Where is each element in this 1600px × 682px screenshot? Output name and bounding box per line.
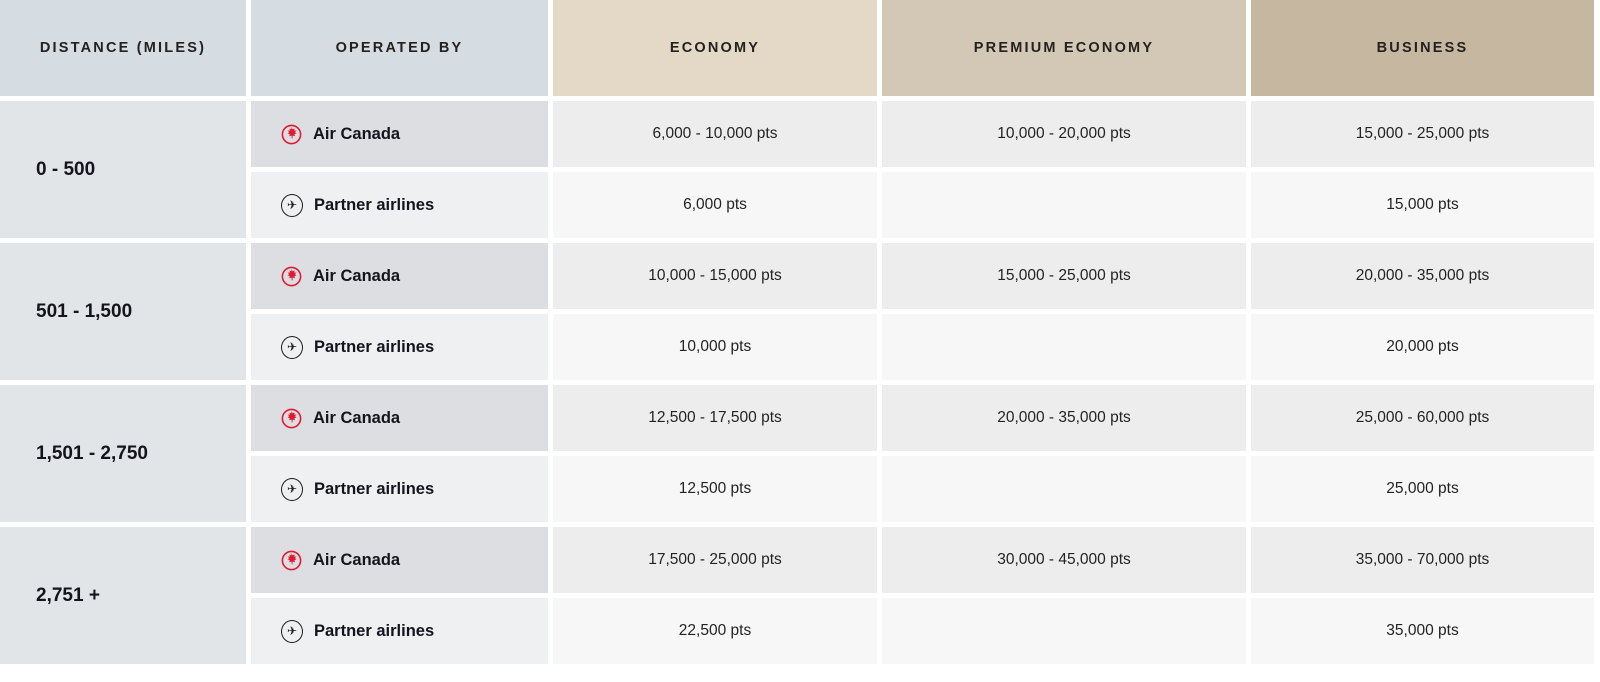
- distance-range-cell: 1,501 - 2,750: [0, 385, 246, 522]
- operator-label: Air Canada: [313, 408, 401, 427]
- operator-cell-air-canada: Air Canada: [251, 243, 548, 309]
- operator-label: Partner airlines: [314, 479, 435, 498]
- operator-cell-air-canada: Air Canada: [251, 101, 548, 167]
- partner-airplane-icon: ✈: [281, 477, 303, 501]
- flight-rewards-points-table: DISTANCE (MILES) OPERATED BY ECONOMY PRE…: [0, 0, 1594, 664]
- points-cell-premium-economy: [882, 456, 1246, 522]
- points-cell-premium-economy: 10,000 - 20,000 pts: [882, 101, 1246, 167]
- points-cell-business: 35,000 pts: [1251, 598, 1594, 664]
- points-cell-economy: 22,500 pts: [553, 598, 877, 664]
- partner-airplane-icon: ✈: [281, 335, 303, 359]
- column-header-premium-economy: PREMIUM ECONOMY: [882, 0, 1246, 96]
- column-header-distance: DISTANCE (MILES): [0, 0, 246, 96]
- air-canada-maple-leaf-icon: [281, 408, 302, 429]
- partner-airplane-icon: ✈: [281, 193, 303, 217]
- points-cell-business: 35,000 - 70,000 pts: [1251, 527, 1594, 593]
- points-cell-economy: 10,000 - 15,000 pts: [553, 243, 877, 309]
- points-cell-premium-economy: [882, 172, 1246, 238]
- points-cell-economy: 6,000 pts: [553, 172, 877, 238]
- operator-label: Partner airlines: [314, 195, 435, 214]
- points-cell-premium-economy: 30,000 - 45,000 pts: [882, 527, 1246, 593]
- operator-cell-air-canada: Air Canada: [251, 527, 548, 593]
- points-cell-premium-economy: 15,000 - 25,000 pts: [882, 243, 1246, 309]
- points-cell-economy: 12,500 pts: [553, 456, 877, 522]
- operator-label: Air Canada: [313, 550, 401, 569]
- operator-cell-partner-airlines: ✈ Partner airlines: [251, 172, 548, 238]
- distance-range-cell: 2,751 +: [0, 527, 246, 664]
- operator-cell-air-canada: Air Canada: [251, 385, 548, 451]
- column-header-operated-by: OPERATED BY: [251, 0, 548, 96]
- points-cell-business: 25,000 - 60,000 pts: [1251, 385, 1594, 451]
- operator-label: Air Canada: [313, 124, 401, 143]
- points-cell-business: 20,000 pts: [1251, 314, 1594, 380]
- points-cell-premium-economy: 20,000 - 35,000 pts: [882, 385, 1246, 451]
- distance-range-cell: 0 - 500: [0, 101, 246, 238]
- points-cell-economy: 12,500 - 17,500 pts: [553, 385, 877, 451]
- operator-label: Air Canada: [313, 266, 401, 285]
- operator-cell-partner-airlines: ✈ Partner airlines: [251, 314, 548, 380]
- points-cell-business: 20,000 - 35,000 pts: [1251, 243, 1594, 309]
- points-cell-business: 15,000 - 25,000 pts: [1251, 101, 1594, 167]
- distance-range-cell: 501 - 1,500: [0, 243, 246, 380]
- partner-airplane-icon: ✈: [281, 619, 303, 643]
- points-cell-economy: 17,500 - 25,000 pts: [553, 527, 877, 593]
- air-canada-maple-leaf-icon: [281, 266, 302, 287]
- air-canada-maple-leaf-icon: [281, 550, 302, 571]
- operator-cell-partner-airlines: ✈ Partner airlines: [251, 598, 548, 664]
- operator-label: Partner airlines: [314, 337, 435, 356]
- points-cell-premium-economy: [882, 598, 1246, 664]
- points-cell-business: 25,000 pts: [1251, 456, 1594, 522]
- points-cell-economy: 10,000 pts: [553, 314, 877, 380]
- points-cell-economy: 6,000 - 10,000 pts: [553, 101, 877, 167]
- operator-cell-partner-airlines: ✈ Partner airlines: [251, 456, 548, 522]
- operator-label: Partner airlines: [314, 621, 435, 640]
- column-header-business: BUSINESS: [1251, 0, 1594, 96]
- points-cell-business: 15,000 pts: [1251, 172, 1594, 238]
- air-canada-maple-leaf-icon: [281, 124, 302, 145]
- points-cell-premium-economy: [882, 314, 1246, 380]
- column-header-economy: ECONOMY: [553, 0, 877, 96]
